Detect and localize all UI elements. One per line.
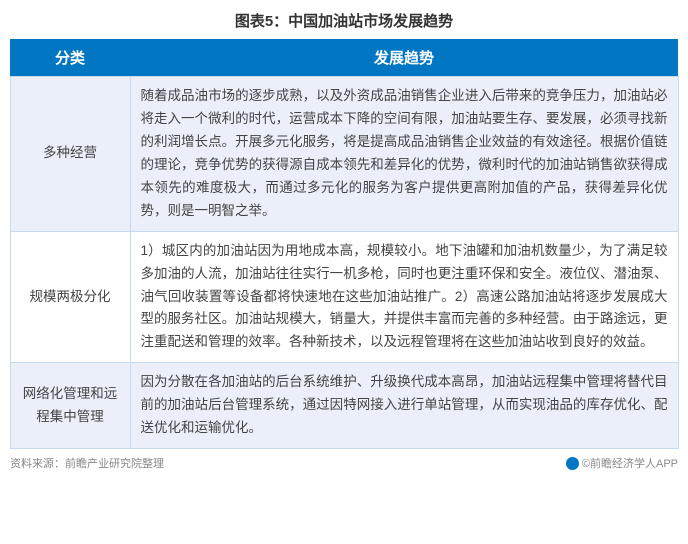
trends-table: 分类 发展趋势 多种经营 随着成品油市场的逐步成熟，以及外资成品油销售企业进入后… bbox=[10, 39, 679, 449]
table-row: 规模两极分化 1）城区内的加油站因为用地成本高，规模较小。地下油罐和加油机数量少… bbox=[10, 231, 678, 363]
logo-icon bbox=[566, 457, 579, 470]
chart-title: 图表5：中国加油站市场发展趋势 bbox=[0, 0, 688, 39]
attribution-text: ©前瞻经济学人APP bbox=[582, 455, 678, 471]
trend-cell: 1）城区内的加油站因为用地成本高，规模较小。地下油罐和加油机数量少，为了满足较多… bbox=[130, 231, 678, 363]
category-cell: 规模两极分化 bbox=[10, 231, 130, 363]
header-category: 分类 bbox=[10, 39, 130, 77]
footer: 资料来源：前瞻产业研究院整理 ©前瞻经济学人APP bbox=[10, 455, 678, 471]
category-cell: 多种经营 bbox=[10, 77, 130, 232]
table-row: 多种经营 随着成品油市场的逐步成熟，以及外资成品油销售企业进入后带来的竞争压力，… bbox=[10, 77, 678, 232]
trend-cell: 因为分散在各加油站的后台系统维护、升级换代成本高昂，加油站远程集中管理将替代目前… bbox=[130, 363, 678, 449]
category-cell: 网络化管理和远程集中管理 bbox=[10, 363, 130, 449]
source-text: 资料来源：前瞻产业研究院整理 bbox=[10, 455, 164, 471]
attribution: ©前瞻经济学人APP bbox=[566, 455, 678, 471]
header-trend: 发展趋势 bbox=[130, 39, 678, 77]
table-row: 网络化管理和远程集中管理 因为分散在各加油站的后台系统维护、升级换代成本高昂，加… bbox=[10, 363, 678, 449]
trend-cell: 随着成品油市场的逐步成熟，以及外资成品油销售企业进入后带来的竞争压力，加油站必将… bbox=[130, 77, 678, 232]
